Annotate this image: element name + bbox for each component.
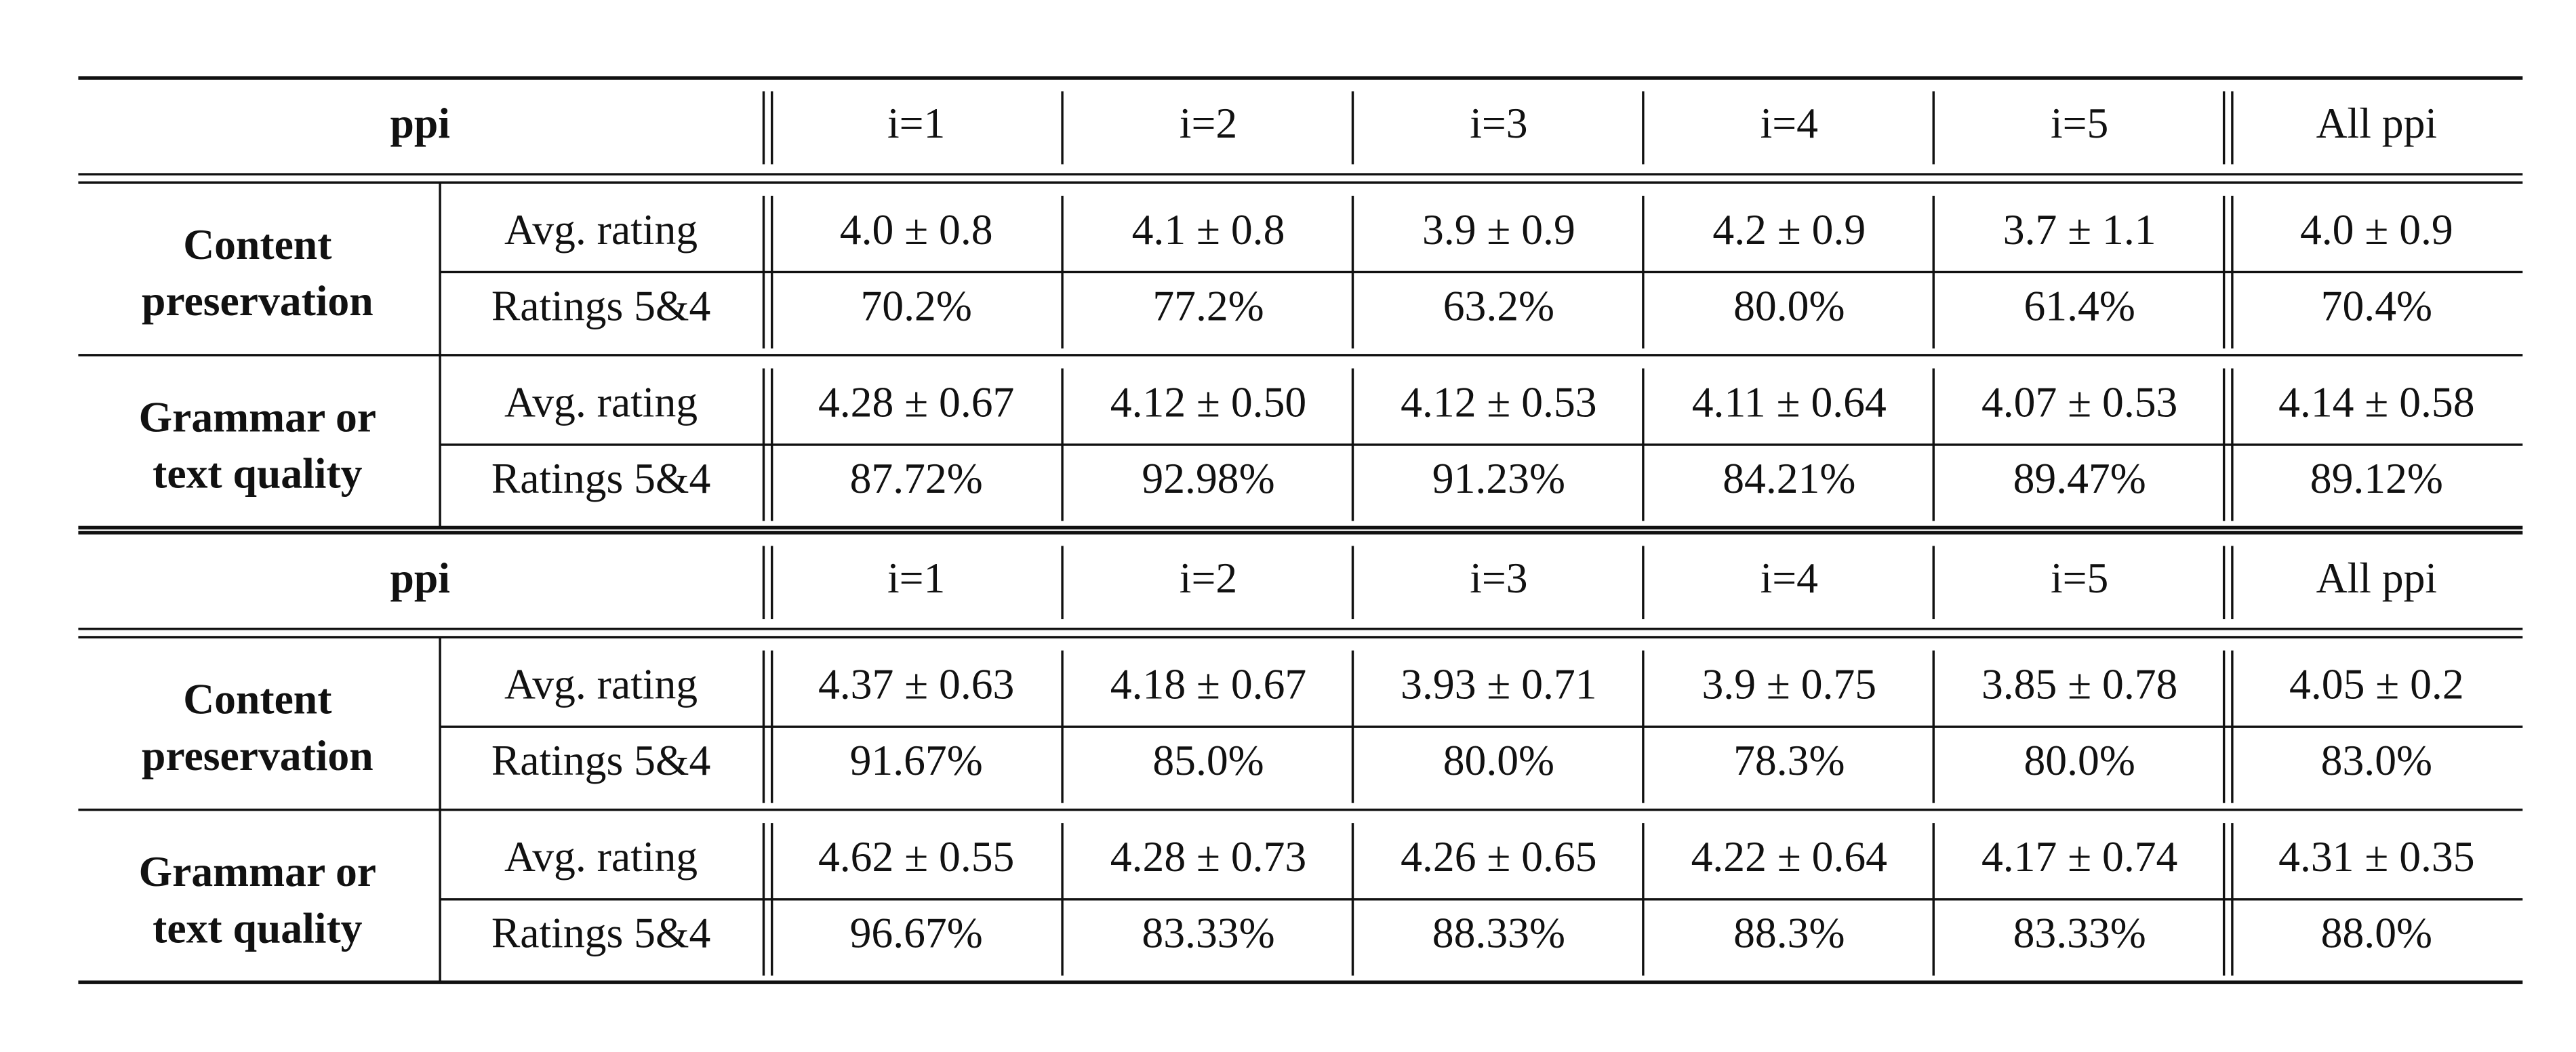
cell: 84.21% bbox=[1723, 454, 1855, 502]
group-label: Content bbox=[183, 675, 331, 723]
cell: 3.9 ± 0.9 bbox=[1422, 205, 1575, 254]
group-label: preservation bbox=[142, 277, 374, 325]
group-label: preservation bbox=[142, 731, 374, 780]
cell: 4.18 ± 0.67 bbox=[1110, 660, 1306, 708]
cell: 63.2% bbox=[1443, 281, 1554, 329]
header-cell: i=4 bbox=[1760, 99, 1818, 147]
group-label: Grammar or bbox=[139, 847, 376, 895]
group-label: Content bbox=[183, 220, 331, 268]
header-cell: All ppi bbox=[2316, 554, 2438, 602]
cell: 3.9 ± 0.75 bbox=[1702, 660, 1876, 708]
header-cell: i=2 bbox=[1180, 99, 1237, 147]
cell: 4.1 ± 0.8 bbox=[1132, 205, 1285, 254]
cell: 4.37 ± 0.63 bbox=[818, 660, 1014, 708]
cell: 4.05 ± 0.2 bbox=[2289, 660, 2464, 708]
header-cell: ppi bbox=[390, 554, 449, 602]
cell: 4.26 ± 0.65 bbox=[1401, 832, 1596, 881]
cell: 70.2% bbox=[860, 281, 971, 329]
cell: 4.12 ± 0.50 bbox=[1110, 378, 1306, 426]
cell: 88.3% bbox=[1733, 909, 1845, 957]
cell: 88.33% bbox=[1432, 909, 1565, 957]
cell: 87.72% bbox=[850, 454, 983, 502]
cell: 83.33% bbox=[2013, 909, 2146, 957]
header-cell: i=1 bbox=[887, 99, 945, 147]
cell: 4.11 ± 0.64 bbox=[1692, 378, 1887, 426]
header-cell: i=4 bbox=[1760, 554, 1818, 602]
cell: 3.7 ± 1.1 bbox=[2003, 205, 2156, 254]
header-cell: All ppi bbox=[2316, 99, 2438, 147]
row-label: Ratings 5&4 bbox=[491, 909, 710, 957]
header-cell: i=3 bbox=[1470, 99, 1527, 147]
cell: 3.93 ± 0.71 bbox=[1401, 660, 1596, 708]
cell: 83.33% bbox=[1142, 909, 1274, 957]
cell: 96.67% bbox=[850, 909, 983, 957]
cell: 77.2% bbox=[1152, 281, 1264, 329]
row-label: Avg. rating bbox=[504, 378, 698, 426]
row-label: Avg. rating bbox=[504, 660, 698, 708]
cell: 4.0 ± 0.9 bbox=[2300, 205, 2453, 254]
header-cell: i=3 bbox=[1470, 554, 1527, 602]
header-cell: i=1 bbox=[887, 554, 945, 602]
header-cell: ppi bbox=[390, 99, 449, 147]
cell: 78.3% bbox=[1733, 736, 1845, 784]
cell: 4.0 ± 0.8 bbox=[840, 205, 993, 254]
cell: 80.0% bbox=[2024, 736, 2135, 784]
row-label: Ratings 5&4 bbox=[491, 736, 710, 784]
cell: 4.28 ± 0.73 bbox=[1110, 832, 1306, 881]
row-label: Ratings 5&4 bbox=[491, 281, 710, 329]
cell: 80.0% bbox=[1443, 736, 1554, 784]
cell: 61.4% bbox=[2024, 281, 2135, 329]
cell: 4.62 ± 0.55 bbox=[818, 832, 1014, 881]
cell: 4.2 ± 0.9 bbox=[1712, 205, 1866, 254]
cell: 83.0% bbox=[2321, 736, 2432, 784]
cell: 80.0% bbox=[1733, 281, 1845, 329]
cell: 4.14 ± 0.58 bbox=[2278, 378, 2474, 426]
cell: 91.67% bbox=[850, 736, 983, 784]
header-cell: i=2 bbox=[1180, 554, 1237, 602]
row-label: Avg. rating bbox=[504, 205, 698, 254]
cell: 92.98% bbox=[1142, 454, 1274, 502]
row-label: Avg. rating bbox=[504, 832, 698, 881]
header-cell: i=5 bbox=[2051, 99, 2108, 147]
cell: 89.12% bbox=[2310, 454, 2443, 502]
cell: 4.28 ± 0.67 bbox=[818, 378, 1014, 426]
cell: 91.23% bbox=[1432, 454, 1565, 502]
cell: 4.12 ± 0.53 bbox=[1401, 378, 1596, 426]
cell: 4.31 ± 0.35 bbox=[2278, 832, 2474, 881]
cell: 4.07 ± 0.53 bbox=[1981, 378, 2177, 426]
cell: 4.17 ± 0.74 bbox=[1981, 832, 2177, 881]
cell: 3.85 ± 0.78 bbox=[1981, 660, 2177, 708]
cell: 70.4% bbox=[2321, 281, 2432, 329]
group-label: text quality bbox=[153, 449, 362, 498]
row-label: Ratings 5&4 bbox=[491, 454, 710, 502]
group-label: Grammar or bbox=[139, 392, 376, 441]
cell: 89.47% bbox=[2013, 454, 2146, 502]
cell: 4.22 ± 0.64 bbox=[1691, 832, 1887, 881]
cell: 88.0% bbox=[2321, 909, 2432, 957]
cell: 85.0% bbox=[1152, 736, 1264, 784]
group-label: text quality bbox=[153, 904, 362, 952]
header-cell: i=5 bbox=[2051, 554, 2108, 602]
